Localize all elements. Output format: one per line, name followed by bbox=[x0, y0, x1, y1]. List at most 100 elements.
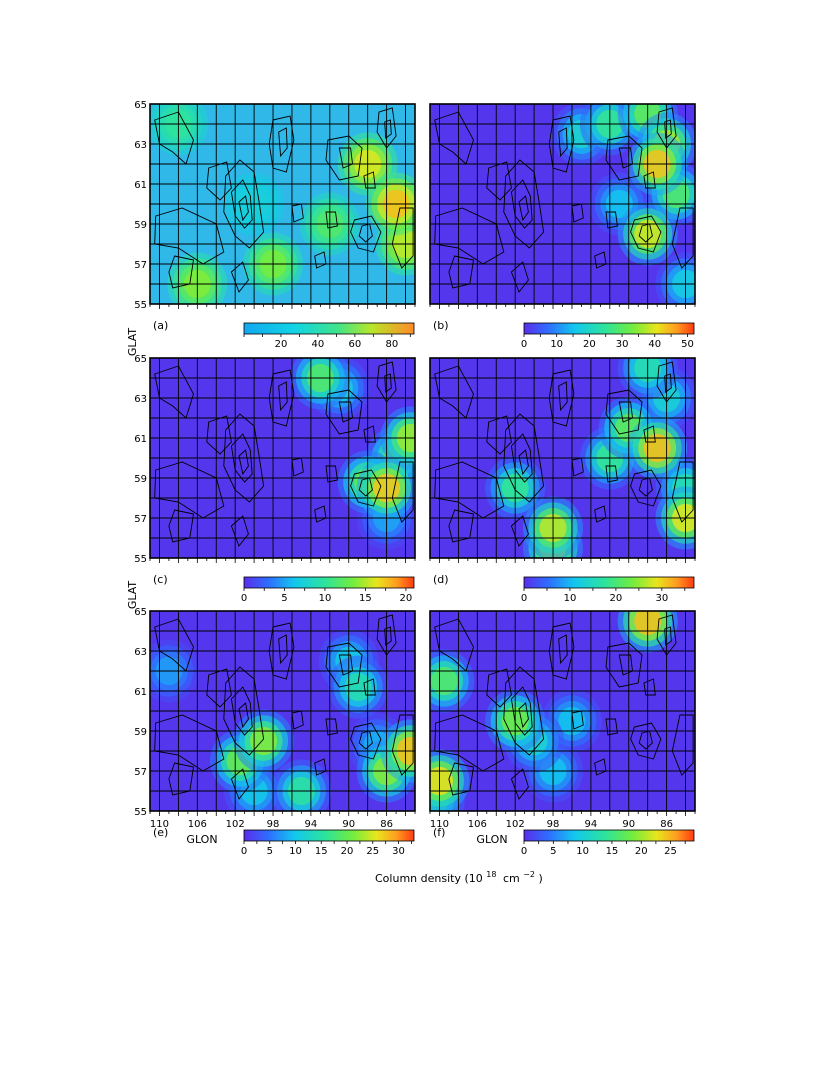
heatmap-blob bbox=[250, 726, 278, 756]
contour-line bbox=[230, 261, 249, 293]
ylabel-top: GLAT bbox=[126, 328, 139, 357]
contour-line bbox=[154, 461, 225, 519]
colorbar-label: Column density (10 18 cm −2 ) bbox=[375, 867, 543, 885]
contour-line bbox=[434, 207, 505, 265]
colorbar-tick-label: 5 bbox=[550, 846, 556, 857]
heatmap-blob bbox=[344, 672, 372, 702]
contour-line bbox=[376, 361, 397, 403]
colorbar-tick-label: 25 bbox=[366, 846, 379, 857]
contour-line bbox=[605, 211, 618, 229]
panel-e: 55 57 59 61 63 65 110 106 102 98 94 90 86 (e) 0 5 10 15 20… bbox=[134, 607, 416, 857]
colorbar-tick-label: 5 bbox=[281, 593, 287, 604]
contour-line bbox=[448, 762, 475, 796]
contour-line bbox=[571, 457, 584, 477]
contour-line bbox=[558, 381, 568, 412]
colorbar-tick-label: 0 bbox=[241, 846, 247, 857]
contour-line bbox=[434, 461, 505, 519]
grid bbox=[430, 358, 695, 558]
contour-line bbox=[168, 509, 195, 543]
contour-line bbox=[291, 457, 304, 477]
panel-f: 110 106 102 98 94 90 86 (f) 0 5 10 15 20 25 bbox=[429, 610, 696, 857]
y-tick-label: 57 bbox=[134, 767, 147, 778]
colorbar-tick-label: 50 bbox=[681, 339, 694, 350]
contour-line bbox=[486, 415, 512, 455]
panel-label: (a) bbox=[153, 319, 168, 332]
x-tick-label: 98 bbox=[547, 819, 560, 830]
contour-line bbox=[391, 714, 414, 776]
x-tick-label: 106 bbox=[468, 819, 487, 830]
contour-line bbox=[238, 449, 249, 476]
x-tick-label: 86 bbox=[380, 819, 393, 830]
colorbar-label-exp2: −2 bbox=[523, 870, 535, 879]
contour-line bbox=[238, 195, 249, 222]
y-tick-label: 65 bbox=[134, 100, 147, 111]
colorbar-tick-label: 20 bbox=[635, 846, 648, 857]
x-tick-label: 94 bbox=[585, 819, 598, 830]
y-tick-label: 61 bbox=[134, 180, 147, 191]
contour-line bbox=[154, 714, 225, 772]
colorbar-tick-label: 5 bbox=[267, 846, 273, 857]
colorbar-tick-label: 0 bbox=[521, 593, 527, 604]
colorbar-tick-label: 80 bbox=[385, 339, 398, 350]
contour-line bbox=[384, 626, 392, 646]
panel-label: (b) bbox=[433, 319, 449, 332]
contour-line bbox=[384, 119, 392, 139]
panel-label: (e) bbox=[153, 826, 168, 839]
contour-line bbox=[391, 207, 414, 269]
contour-line bbox=[278, 634, 288, 665]
heatmap-blob bbox=[643, 433, 671, 463]
contour-line bbox=[278, 381, 288, 412]
contour-line bbox=[230, 768, 249, 800]
colorbar bbox=[243, 829, 415, 842]
contour-line bbox=[350, 469, 382, 507]
x-tick-label: 98 bbox=[267, 819, 280, 830]
y-tick-label: 57 bbox=[134, 514, 147, 525]
contour-line bbox=[350, 722, 382, 760]
y-tick-label: 59 bbox=[134, 220, 147, 231]
colorbar bbox=[523, 322, 695, 335]
colorbar-tick-label: 40 bbox=[648, 339, 661, 350]
contour-line bbox=[518, 449, 529, 476]
contour-line bbox=[664, 626, 672, 646]
contour-line bbox=[630, 469, 662, 507]
contour-line bbox=[376, 107, 397, 149]
contour-line bbox=[325, 718, 338, 736]
y-tick-label: 65 bbox=[134, 354, 147, 365]
contour-line bbox=[664, 373, 672, 393]
y-tick-label: 63 bbox=[134, 647, 147, 658]
grid bbox=[430, 611, 695, 811]
colorbar bbox=[243, 576, 415, 589]
panel-c: 55 57 59 61 63 65 (c) 0 5 10 15 20 bbox=[134, 354, 416, 604]
colorbar-tick-label: 40 bbox=[312, 339, 325, 350]
xlabel-right: GLON bbox=[476, 833, 507, 846]
colorbar bbox=[243, 322, 415, 335]
ylabel-mid: GLAT bbox=[126, 581, 139, 610]
panel-b: (b) 0 10 20 30 40 50 bbox=[429, 103, 696, 350]
contour-line bbox=[325, 465, 338, 483]
x-tick-label: 102 bbox=[226, 819, 245, 830]
contour-line bbox=[206, 668, 232, 708]
contour-line bbox=[391, 461, 414, 523]
colorbar bbox=[523, 829, 695, 842]
contour-line bbox=[571, 203, 584, 223]
colorbar-tick-label: 20 bbox=[400, 593, 413, 604]
colorbar-label-suffix: ) bbox=[539, 872, 543, 885]
contour-line bbox=[518, 702, 529, 729]
colorbar-tick-label: 10 bbox=[289, 846, 302, 857]
colorbar-tick-label: 20 bbox=[341, 846, 354, 857]
y-tick-label: 55 bbox=[134, 554, 147, 565]
contour-line bbox=[325, 211, 338, 229]
colorbar bbox=[523, 576, 695, 589]
xlabel-left: GLON bbox=[186, 833, 217, 846]
colorbar-label-exp1: 18 bbox=[486, 870, 496, 879]
contour-line bbox=[656, 107, 677, 149]
contour-line bbox=[448, 255, 475, 289]
contour-line bbox=[168, 255, 195, 289]
contour-line bbox=[510, 515, 529, 547]
x-tick-label: 102 bbox=[506, 819, 525, 830]
panel-label: (c) bbox=[153, 573, 168, 586]
contour-line bbox=[656, 614, 677, 656]
grid bbox=[150, 358, 415, 558]
contour-line bbox=[664, 119, 672, 139]
